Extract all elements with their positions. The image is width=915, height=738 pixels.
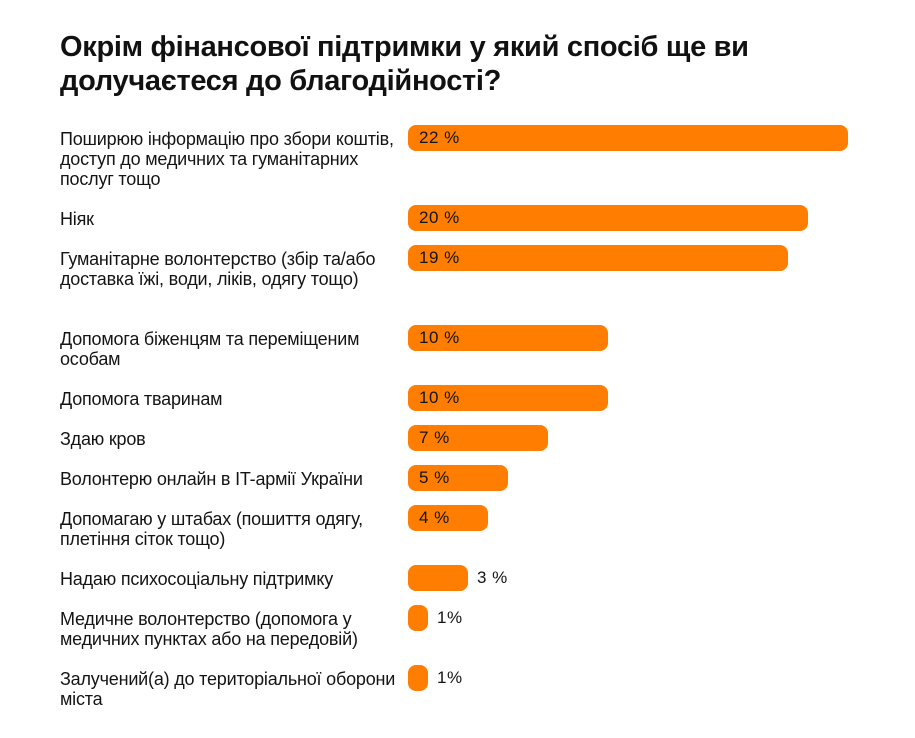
category-label: Поширюю інформацію про збори коштів, дос…: [60, 129, 394, 189]
data-label: 22 %: [419, 128, 460, 147]
bar: [408, 665, 428, 691]
category-label: Допомагаю у штабах (пошиття одягу, плеті…: [60, 509, 363, 549]
bar: [408, 325, 608, 351]
chart-title: Окрім фінансової підтримки у який спосіб…: [60, 31, 749, 97]
category-label: Здаю кров: [60, 429, 146, 449]
data-label: 19 %: [419, 248, 460, 267]
category-label: Волонтерю онлайн в IT-армії України: [60, 469, 363, 489]
data-label: 1%: [437, 608, 463, 627]
bar: [408, 565, 468, 591]
data-label: 3 %: [477, 568, 508, 587]
data-label: 7 %: [419, 428, 450, 447]
bar: [408, 605, 428, 631]
data-label: 10 %: [419, 328, 460, 347]
data-label: 10 %: [419, 388, 460, 407]
data-label: 5 %: [419, 468, 450, 487]
bar: [408, 125, 848, 151]
category-label: Допомога біженцям та переміщеним особам: [60, 329, 360, 369]
data-label: 4 %: [419, 508, 450, 527]
bar: [408, 425, 548, 451]
category-label: Надаю психосоціальну підтримку: [60, 569, 334, 589]
category-label: Медичне волонтерство (допомога у медични…: [60, 609, 358, 649]
category-label: Залучений(а) до територіальної оборони м…: [60, 669, 396, 709]
bar: [408, 205, 808, 231]
bar: [408, 465, 508, 491]
category-label: Ніяк: [60, 209, 94, 229]
data-label: 20 %: [419, 208, 460, 227]
bar: [408, 385, 608, 411]
category-label: Допомога тваринам: [60, 389, 223, 409]
bar: [408, 245, 788, 271]
data-label: 1%: [437, 668, 463, 687]
bar: [408, 505, 488, 531]
category-label: Гуманітарне волонтерство (збір та/або до…: [60, 249, 376, 289]
